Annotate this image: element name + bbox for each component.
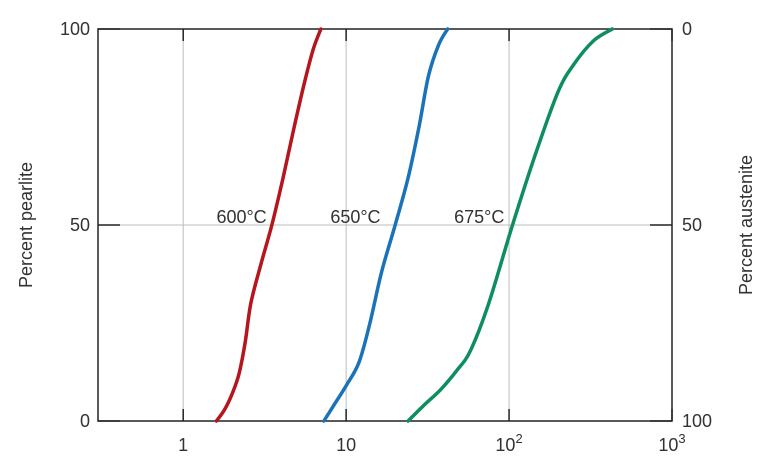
- y-tick-label-right: 100: [682, 411, 712, 431]
- series-label-2: 650°C: [330, 207, 380, 227]
- x-tick-label: 103: [658, 431, 685, 455]
- series-line-2: [322, 27, 450, 423]
- series-line-3: [406, 27, 615, 423]
- tick-labels: 1 10 102 103 0 50 100 100 50 0 600°C 650°C 675°C: [60, 19, 712, 455]
- series-label-3: 675°C: [454, 207, 504, 227]
- y-tick-label-left: 100: [60, 19, 90, 39]
- y-tick-label-left: 50: [70, 215, 90, 235]
- y-tick-label-right: 0: [682, 19, 692, 39]
- x-tick-label: 102: [495, 431, 522, 455]
- axis-ticks: [98, 28, 673, 422]
- x-tick-label: 10: [336, 435, 356, 455]
- series-line-1: [214, 27, 323, 423]
- x-tick-label: 1: [178, 435, 188, 455]
- series-label-1: 600°C: [216, 207, 266, 227]
- y-tick-label-left: 0: [80, 411, 90, 431]
- y-axis-right-label: Percent austenite: [736, 155, 756, 295]
- curves: [214, 27, 615, 423]
- y-tick-label-right: 50: [682, 215, 702, 235]
- y-axis-left-label: Percent pearlite: [16, 162, 36, 288]
- grid-lines: [98, 29, 672, 421]
